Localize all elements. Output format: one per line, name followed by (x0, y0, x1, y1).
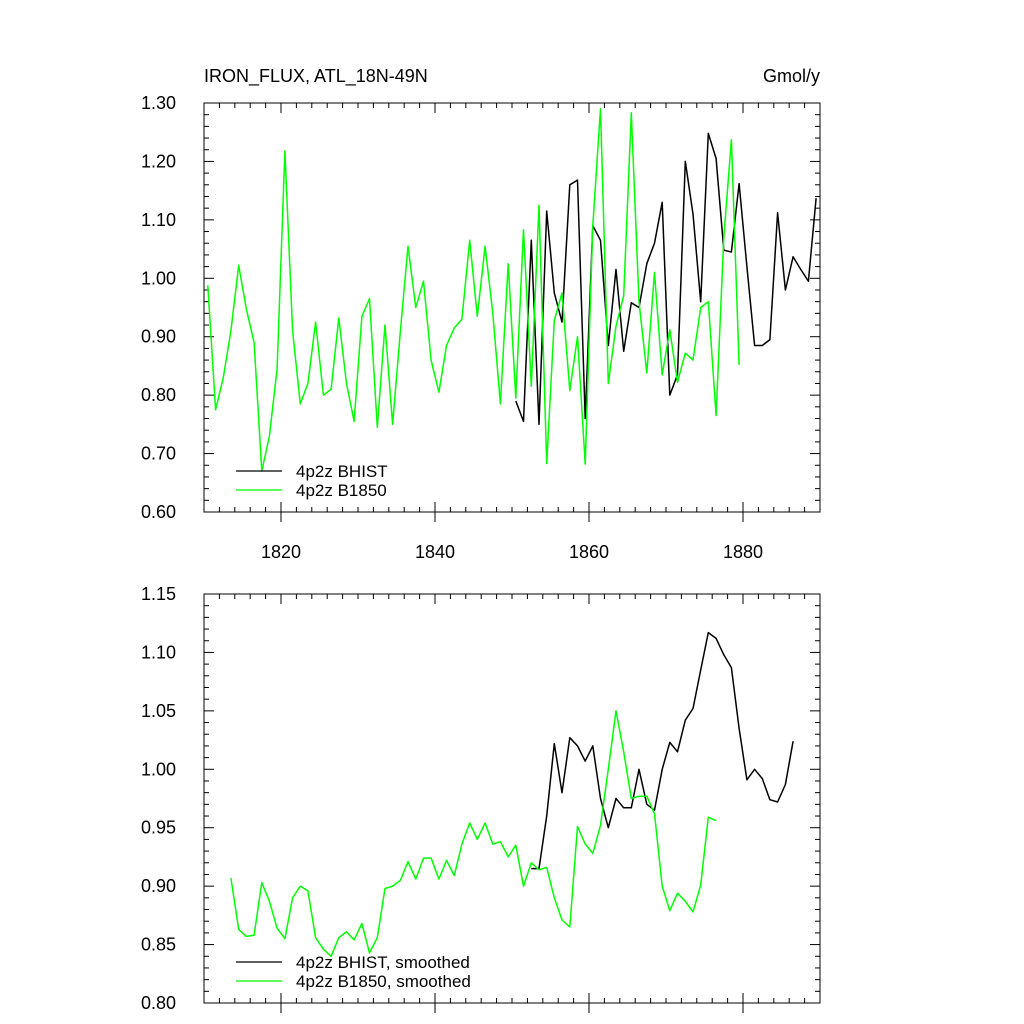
y-tick-label: 1.00 (141, 268, 176, 288)
series-line-4p2z-b1850 (207, 108, 740, 472)
series-line-4p2z-bhist-smoothed (531, 631, 794, 870)
top-panel-title: IRON_FLUX, ATL_18N-49N (204, 66, 428, 87)
y-tick-label: 1.10 (141, 210, 176, 230)
bottom-panel-frame (203, 593, 821, 1004)
x-tick-label: 1840 (415, 542, 455, 562)
series-line-4p2z-bhist (515, 132, 817, 426)
top-panel: IRON_FLUX, ATL_18N-49N Gmol/y 1820 1840 18… (141, 66, 821, 562)
top-panel-frame (203, 102, 821, 513)
top-panel-series (207, 108, 817, 472)
bottom-panel-ticks: 0.80 0.85 0.90 0.95 1.00 1.05 1.10 1.15 (141, 584, 820, 1013)
y-tick-label: 1.00 (141, 759, 176, 779)
y-tick-label: 0.90 (141, 327, 176, 347)
legend-label-b1850-smoothed: 4p2z B1850, smoothed (296, 972, 471, 991)
y-tick-label: 0.80 (141, 993, 176, 1013)
top-panel-ticks: 1820 1840 1860 1880 0.60 0.70 0.80 0.90 1.00 1.10… (141, 93, 820, 562)
y-tick-label: 1.15 (141, 584, 176, 604)
top-panel-units: Gmol/y (763, 66, 820, 86)
y-tick-label: 1.30 (141, 93, 176, 113)
top-panel-legend: 4p2z BHIST 4p2z B1850 (236, 462, 388, 500)
legend-label-b1850: 4p2z B1850 (296, 481, 387, 500)
bottom-panel-legend: 4p2z BHIST, smoothed 4p2z B1850, smoothe… (236, 953, 471, 991)
bottom-panel-series (230, 631, 794, 958)
y-tick-label: 0.60 (141, 502, 176, 522)
y-tick-label: 0.80 (141, 385, 176, 405)
legend-label-bhist-smoothed: 4p2z BHIST, smoothed (296, 953, 470, 972)
y-tick-label: 1.20 (141, 151, 176, 171)
y-tick-label: 0.95 (141, 818, 176, 838)
x-tick-label: 1820 (261, 542, 301, 562)
y-tick-label: 0.85 (141, 935, 176, 955)
y-tick-label: 1.05 (141, 701, 176, 721)
x-tick-label: 1860 (569, 542, 609, 562)
y-tick-label: 0.70 (141, 444, 176, 464)
y-tick-label: 1.10 (141, 642, 176, 662)
bottom-panel: 0.80 0.85 0.90 0.95 1.00 1.05 1.10 1.15 4p2z BH… (141, 584, 821, 1013)
legend-label-bhist: 4p2z BHIST (296, 462, 388, 481)
series-line-4p2z-b1850-smoothed (230, 710, 717, 958)
y-tick-label: 0.90 (141, 876, 176, 896)
x-tick-label: 1880 (723, 542, 763, 562)
